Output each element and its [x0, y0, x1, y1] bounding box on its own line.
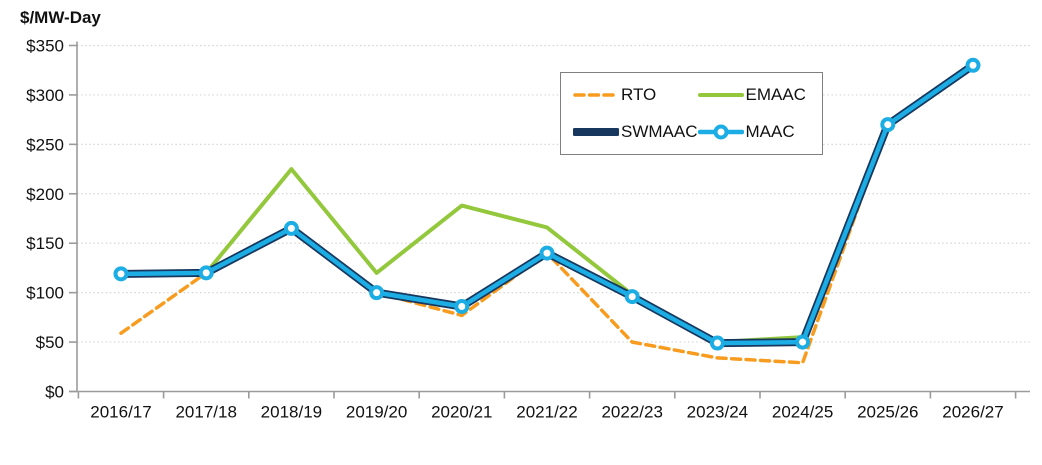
series-marker-maac — [965, 57, 981, 73]
legend-label-maac: MAAC — [745, 121, 795, 141]
x-tick-label: 2017/18 — [175, 403, 236, 422]
series-line-rto — [119, 63, 975, 365]
y-tick-label: $50 — [36, 333, 64, 352]
series-marker-maac — [795, 334, 811, 350]
y-axis-title: $/MW-Day — [20, 8, 101, 27]
legend-swatch-rto-icon — [573, 93, 619, 97]
x-tick-label: 2023/24 — [687, 403, 748, 422]
series-marker-maac — [880, 117, 896, 133]
series-marker-maac — [283, 220, 299, 236]
x-tick-label: 2025/26 — [857, 403, 918, 422]
y-tick-label: $150 — [26, 234, 64, 253]
x-tick-label: 2019/20 — [346, 403, 407, 422]
legend-item-maac: MAAC — [697, 121, 815, 142]
series-marker-maac — [454, 298, 470, 314]
legend-label-rto: RTO — [621, 85, 657, 105]
series-marker-maac — [624, 289, 640, 305]
legend-item-swmaac: SWMAAC — [573, 122, 698, 142]
x-tick-label: 2024/25 — [772, 403, 833, 422]
series-marker-maac — [113, 266, 129, 282]
y-tick-label: $300 — [26, 86, 64, 105]
legend-label-swmaac: SWMAAC — [621, 121, 698, 141]
legend-item-rto: RTO — [573, 85, 698, 105]
series-marker-maac — [709, 335, 725, 351]
series-marker-maac — [198, 265, 214, 281]
series-line-maac — [118, 63, 976, 346]
series-line-swmaac — [117, 61, 977, 348]
x-tick-label: 2026/27 — [942, 403, 1003, 422]
x-tick-label: 2018/19 — [261, 403, 322, 422]
x-tick-label: 2021/22 — [516, 403, 577, 422]
legend-swatch-maac-icon — [697, 124, 744, 140]
x-tick-label: 2020/21 — [431, 403, 492, 422]
y-tick-label: $350 — [26, 37, 64, 56]
x-tick-label: 2016/17 — [90, 403, 151, 422]
y-tick-label: $100 — [26, 284, 64, 303]
series-marker-maac — [369, 285, 385, 301]
legend-swatch-emaac-icon — [697, 93, 744, 98]
series-marker-maac — [539, 245, 555, 261]
y-tick-label: $250 — [26, 135, 64, 154]
y-tick-label: $200 — [26, 185, 64, 204]
x-tick-label: 2022/23 — [601, 403, 662, 422]
y-tick-label: $0 — [45, 383, 64, 402]
legend-item-emaac: EMAAC — [697, 85, 815, 105]
legend-swatch-swmaac-icon — [573, 127, 619, 136]
legend: RTO EMAAC SWMAAC MAAC — [560, 72, 823, 155]
legend-label-emaac: EMAAC — [745, 85, 806, 105]
